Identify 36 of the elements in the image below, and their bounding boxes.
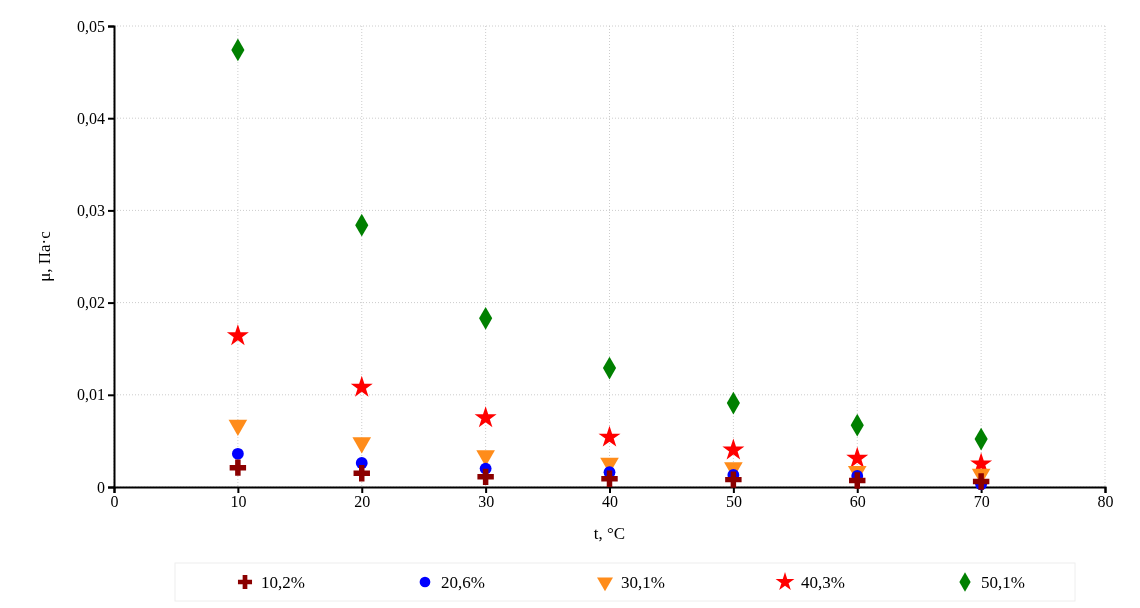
point <box>229 459 247 476</box>
point <box>477 468 494 486</box>
point <box>353 464 370 482</box>
x-tick-label: 60 <box>849 493 866 511</box>
x-tick-label: 20 <box>354 493 371 511</box>
y-tick-label: 0,01 <box>77 386 105 404</box>
point <box>350 375 373 397</box>
y-tick-label: 0,03 <box>77 202 105 220</box>
x-tick-label: 50 <box>725 493 742 511</box>
x-tick-label: 40 <box>602 493 618 511</box>
point <box>972 473 990 490</box>
x-tick-label: 0 <box>110 493 119 511</box>
x-axis-title: t, °C <box>593 524 626 543</box>
point <box>231 447 244 460</box>
y-tick-label: 0,05 <box>77 17 105 35</box>
legend-label: 10,2% <box>261 573 305 592</box>
legend-label: 40,3% <box>801 573 845 592</box>
legend-label: 30,1% <box>621 573 665 592</box>
point <box>846 446 869 468</box>
legend-label: 20,6% <box>441 573 485 592</box>
y-tick-label: 0,02 <box>77 294 105 312</box>
x-tick-label: 70 <box>973 493 990 511</box>
legend-label: 50,1% <box>981 573 1025 592</box>
point <box>226 324 249 346</box>
x-tick-label: 80 <box>1097 493 1114 511</box>
point <box>598 425 621 447</box>
point <box>725 471 742 488</box>
x-tick-label: 10 <box>230 493 247 511</box>
x-tick-label: 30 <box>478 493 495 511</box>
y-axis-title: μ, Па·с <box>35 230 54 282</box>
point <box>474 406 497 428</box>
y-tick-label: 0,04 <box>77 109 105 127</box>
point <box>722 438 745 460</box>
point <box>849 472 866 489</box>
point <box>601 470 618 487</box>
y-tick-label: 0 <box>97 478 105 496</box>
